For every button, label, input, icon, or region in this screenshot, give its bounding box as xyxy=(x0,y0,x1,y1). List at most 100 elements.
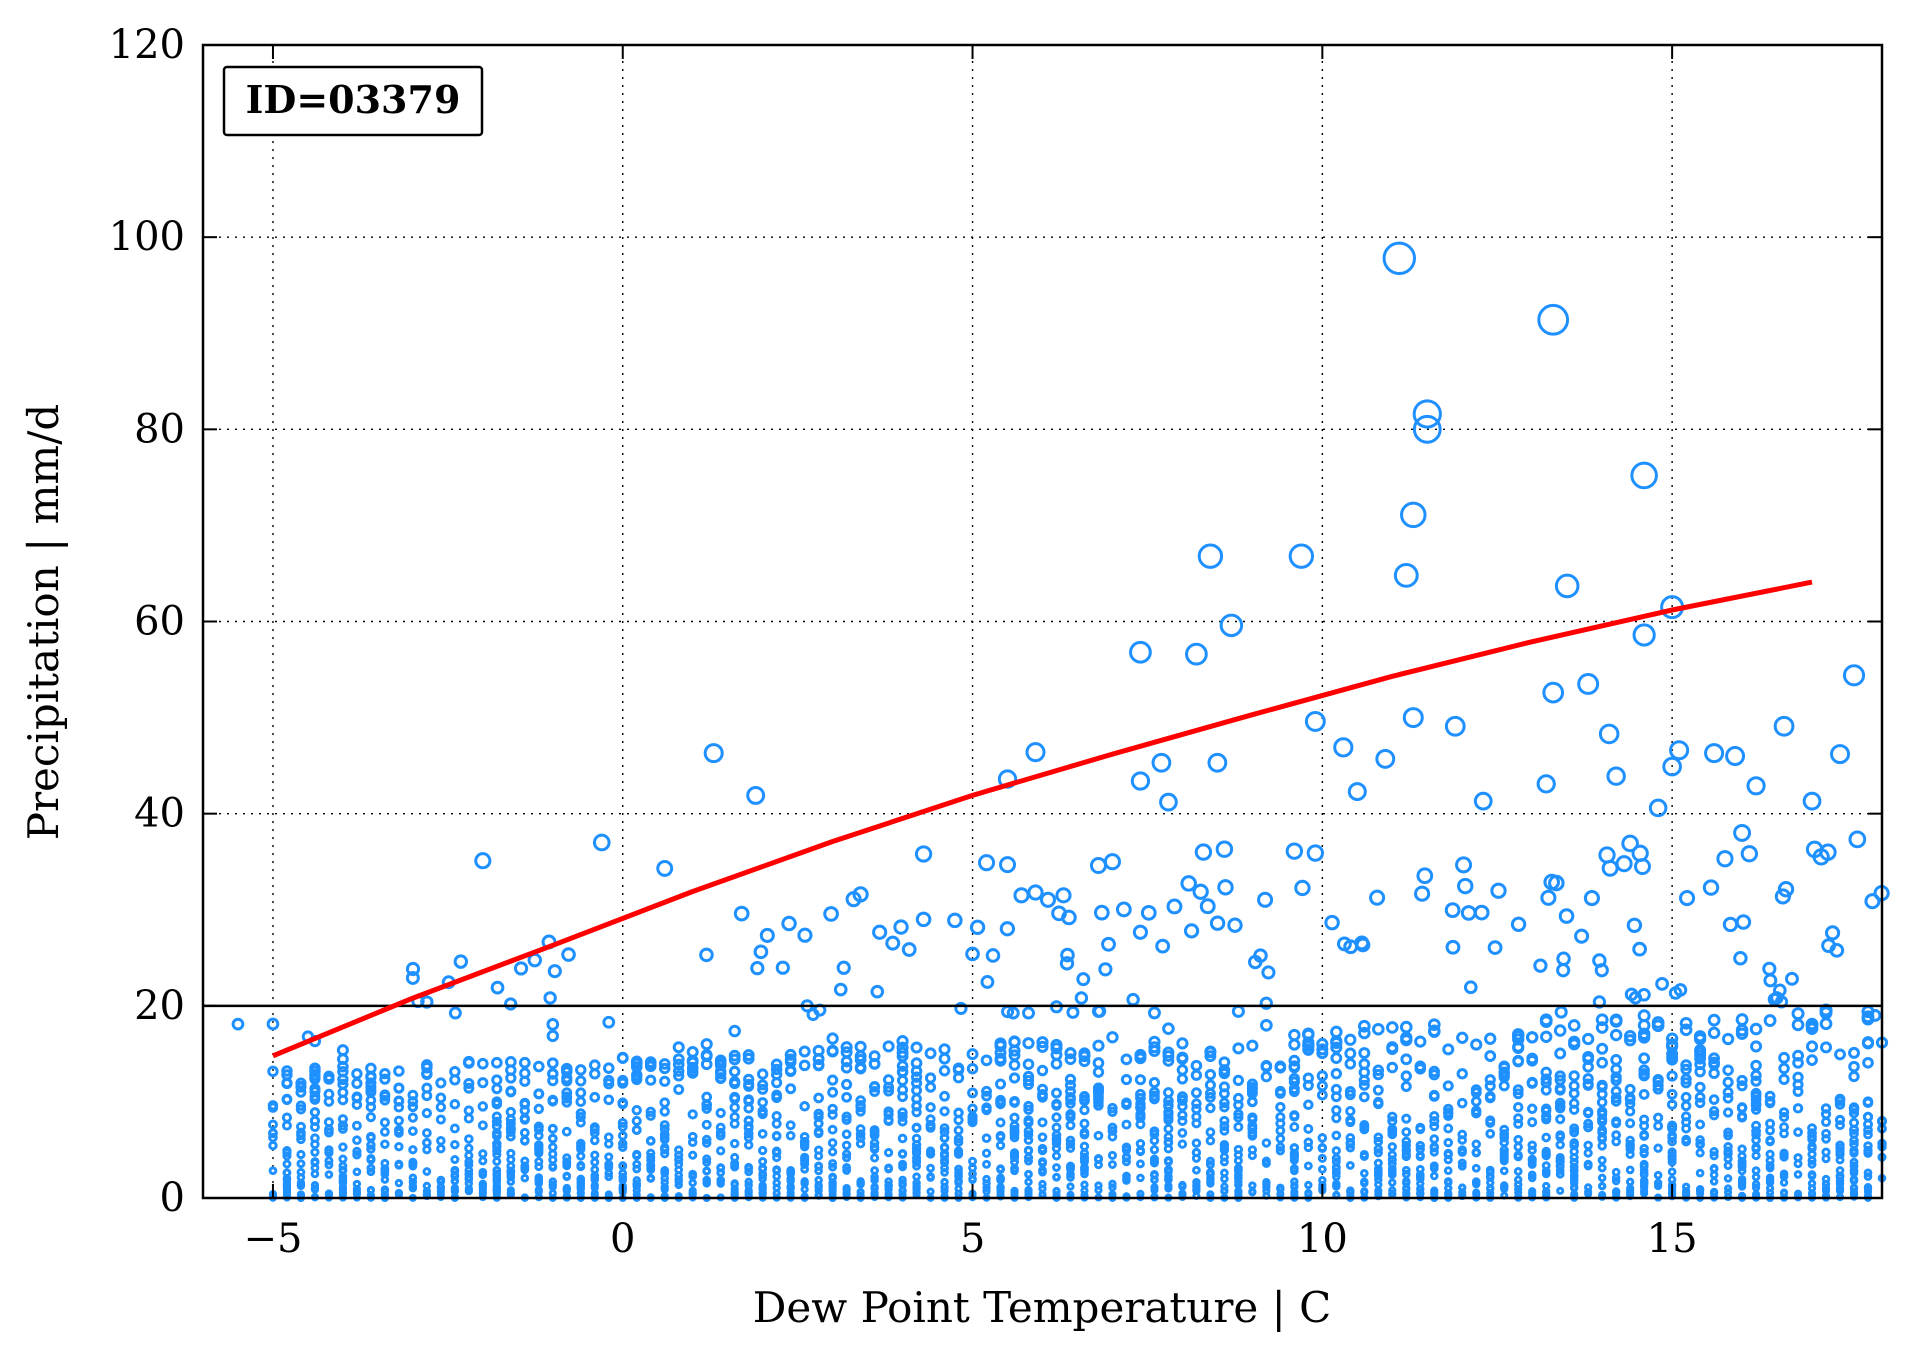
data-point xyxy=(799,1132,810,1142)
data-point xyxy=(1192,1177,1201,1187)
data-point xyxy=(464,1157,474,1167)
data-point xyxy=(772,1189,781,1198)
data-point xyxy=(1177,1110,1188,1121)
data-point xyxy=(1592,995,1607,1009)
data-point-outlier xyxy=(1412,399,1442,429)
data-point xyxy=(1288,1054,1301,1067)
data-point xyxy=(995,1132,1006,1142)
data-point xyxy=(1597,1155,1607,1165)
data-point xyxy=(1428,1025,1441,1038)
data-point xyxy=(1317,1143,1328,1153)
data-point xyxy=(883,1147,894,1158)
data-point-outlier xyxy=(1197,543,1224,569)
y-axis: 0 20 40 60 80 100 120 xyxy=(109,22,1882,1221)
data-point xyxy=(827,1124,838,1135)
data-point xyxy=(940,1163,949,1173)
data-point xyxy=(379,1126,390,1137)
data-point xyxy=(841,1129,852,1140)
data-point xyxy=(1457,877,1474,895)
data-point xyxy=(1763,973,1778,988)
data-point xyxy=(1541,1166,1551,1176)
data-point xyxy=(590,1157,600,1167)
data-point xyxy=(1149,1154,1159,1164)
data-point xyxy=(742,1052,755,1065)
data-point xyxy=(1512,1101,1524,1113)
data-point xyxy=(1134,1074,1147,1086)
data-point xyxy=(282,1168,292,1178)
data-point xyxy=(533,1121,544,1132)
data-point xyxy=(938,1065,951,1077)
data-point xyxy=(1092,1039,1105,1052)
data-point xyxy=(772,1146,782,1156)
data-point xyxy=(925,1081,937,1093)
data-point xyxy=(366,1140,376,1150)
data-point xyxy=(1807,1179,1817,1188)
data-point xyxy=(1716,850,1734,868)
data-point-outlier xyxy=(1704,743,1725,764)
data-point-outlier xyxy=(1130,771,1151,791)
data-point xyxy=(1163,1107,1174,1118)
data-point xyxy=(1708,1052,1720,1065)
data-point xyxy=(296,1149,306,1160)
data-point xyxy=(1317,1133,1328,1143)
data-point xyxy=(463,1077,475,1090)
data-point xyxy=(1554,1084,1566,1096)
data-point xyxy=(646,1152,656,1162)
data-point xyxy=(547,1133,558,1144)
data-point xyxy=(506,1172,516,1182)
data-point xyxy=(926,1163,935,1173)
data-point xyxy=(1778,1111,1790,1123)
data-point xyxy=(590,1173,600,1183)
data-point xyxy=(1205,1127,1216,1138)
data-point xyxy=(1835,1140,1845,1150)
data-point xyxy=(296,1167,306,1177)
data-point xyxy=(716,1146,726,1156)
data-point xyxy=(1051,1087,1062,1099)
data-point xyxy=(1824,925,1841,941)
data-point xyxy=(561,1097,573,1108)
data-point xyxy=(1554,1070,1566,1082)
y-axis-label: Precipitation | mm/d xyxy=(19,404,68,841)
data-point xyxy=(296,1181,306,1191)
data-point xyxy=(985,948,1001,963)
data-point xyxy=(686,1065,699,1077)
data-point xyxy=(806,1008,820,1022)
data-point xyxy=(505,1085,517,1097)
data-point xyxy=(1290,1187,1299,1197)
fit-curve xyxy=(272,579,1813,1059)
data-point xyxy=(1723,1127,1733,1138)
data-point xyxy=(490,1056,503,1069)
data-point xyxy=(1219,1140,1230,1150)
data-point-outlier xyxy=(231,1017,245,1031)
data-point xyxy=(1666,1099,1678,1110)
data-point xyxy=(897,1111,908,1122)
x-tick-label: 10 xyxy=(1297,1216,1348,1262)
data-point xyxy=(436,1177,446,1186)
data-point xyxy=(379,1067,391,1080)
data-point xyxy=(1037,1083,1048,1095)
data-point xyxy=(1330,1041,1343,1054)
data-point xyxy=(324,1127,334,1138)
data-point xyxy=(1429,1110,1440,1122)
data-point xyxy=(687,1137,698,1147)
data-point xyxy=(897,1133,908,1144)
data-point xyxy=(1626,917,1643,933)
data-point xyxy=(491,1074,503,1086)
data-point xyxy=(310,1147,320,1157)
data-point-outlier xyxy=(1554,573,1580,599)
data-point xyxy=(1740,845,1758,863)
data-point xyxy=(1415,1140,1425,1151)
data-point xyxy=(1079,1152,1090,1162)
data-point xyxy=(1064,1073,1077,1085)
data-point xyxy=(408,1173,418,1183)
data-point xyxy=(1205,1156,1215,1166)
data-point xyxy=(534,1175,544,1185)
data-point xyxy=(268,1140,278,1151)
data-point xyxy=(1863,1183,1873,1192)
data-point xyxy=(673,1070,685,1082)
data-point xyxy=(435,1114,446,1125)
x-axis: −5 0 5 10 15 xyxy=(243,45,1698,1262)
data-point xyxy=(1583,1161,1593,1171)
data-point xyxy=(1778,1051,1790,1064)
data-point xyxy=(520,1135,530,1146)
